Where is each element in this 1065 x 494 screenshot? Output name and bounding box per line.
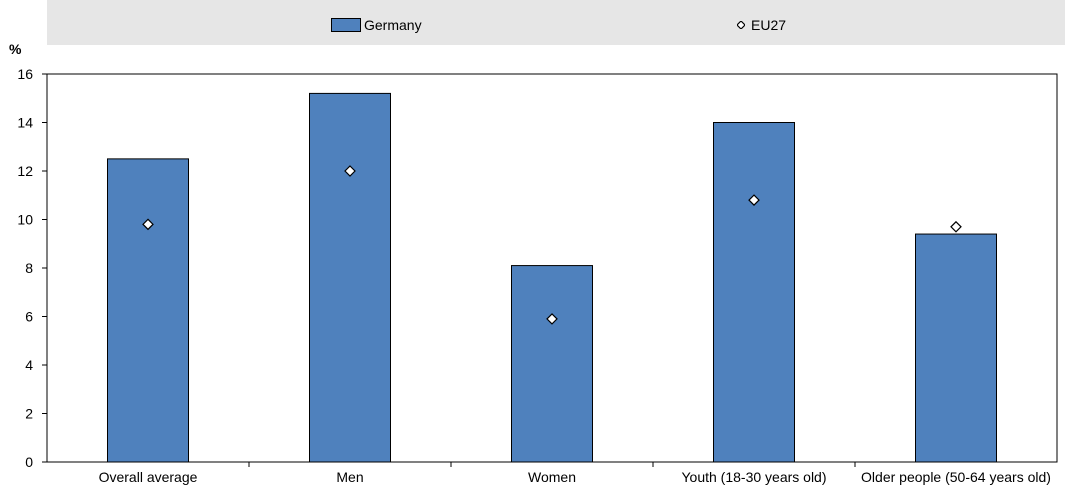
y-tick-label: 14: [17, 115, 33, 131]
x-tick-label: Overall average: [99, 469, 198, 485]
y-tick-label: 10: [17, 212, 33, 228]
y-tick-label: 2: [25, 406, 33, 422]
y-tick-label: 0: [25, 454, 33, 470]
y-axis-label: %: [9, 41, 22, 57]
y-tick-label: 6: [25, 309, 33, 325]
marker-eu27: [951, 222, 961, 232]
x-tick-label: Older people (50-64 years old): [861, 469, 1051, 485]
y-tick-label: 8: [25, 260, 33, 276]
bar-germany: [714, 123, 795, 463]
y-tick-label: 16: [17, 66, 33, 82]
x-tick-label: Youth (18-30 years old): [681, 469, 826, 485]
bar-germany: [512, 266, 593, 462]
y-tick-label: 4: [25, 357, 33, 373]
x-tick-label: Women: [528, 469, 576, 485]
bar-germany: [916, 234, 997, 462]
y-tick-label: 12: [17, 163, 33, 179]
x-tick-label: Men: [336, 469, 363, 485]
plot-area: 0 2 4 6 8 10 12 14 16 Overall average Men Women Yout…: [17, 66, 1057, 485]
bar-germany: [108, 159, 189, 462]
bar-germany: [310, 93, 391, 462]
